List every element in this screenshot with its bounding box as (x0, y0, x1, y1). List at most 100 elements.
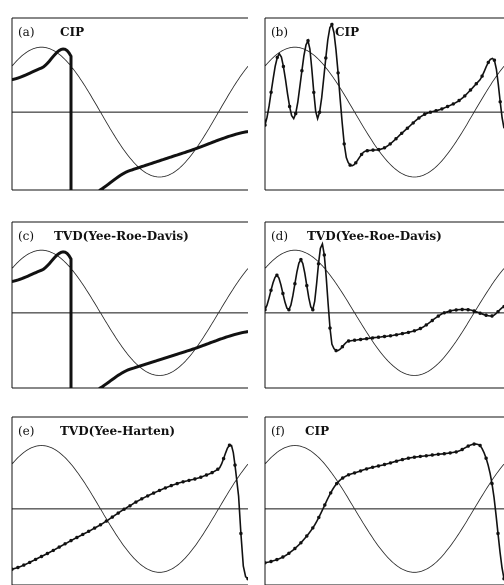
grid-point-marker (423, 112, 427, 117)
grid-point-marker (460, 307, 464, 312)
grid-point-marker (382, 334, 387, 339)
panel-d: (d) TVD(Yee-Roe-Davis) (264, 221, 504, 389)
grid-point-marker (480, 74, 484, 78)
grid-point-marker (478, 311, 482, 315)
grid-point-marker (269, 90, 273, 95)
grid-point-marker (39, 554, 44, 559)
grid-point-marker (104, 519, 109, 523)
grid-point-marker (299, 257, 303, 262)
panel-e: (e) TVD(Yee-Harten) (11, 416, 248, 585)
panel-tag: (d) (271, 229, 288, 243)
grid-point-marker (342, 142, 346, 146)
grid-point-marker (311, 526, 315, 530)
panel-tag: (b) (271, 25, 288, 39)
grid-point-marker (306, 39, 310, 43)
grid-point-marker (457, 98, 461, 103)
grid-point-marker (210, 470, 214, 475)
grid-point-marker (265, 308, 267, 312)
plot-area (265, 442, 504, 581)
grid-point-marker (57, 545, 61, 549)
grid-point-marker (269, 559, 273, 564)
grid-point-marker (22, 563, 26, 567)
grid-point-marker (352, 471, 357, 475)
grid-point-marker (281, 291, 285, 296)
grid-point-marker (412, 455, 417, 459)
grid-point-marker (418, 326, 423, 331)
exact-solution-line (12, 249, 248, 376)
exact-solution-line (12, 445, 248, 573)
grid-point-marker (448, 309, 452, 313)
exact-solution-line (12, 46, 248, 178)
grid-point-marker (340, 345, 345, 349)
grid-point-marker (496, 310, 500, 314)
grid-point-marker (370, 465, 375, 469)
grid-point-marker (16, 565, 20, 570)
grid-point-marker (364, 337, 369, 341)
grid-point-marker (322, 253, 326, 257)
grid-point-marker (376, 335, 381, 339)
grid-point-marker (388, 142, 392, 146)
grid-point-marker (370, 336, 375, 340)
grid-point-marker (336, 71, 340, 75)
grid-point-marker (92, 526, 97, 530)
grid-point-marker (187, 478, 191, 483)
grid-point-marker (305, 283, 309, 288)
grid-point-marker (281, 64, 286, 69)
numerical-solution-line (12, 47, 248, 190)
panel-c: (c) TVD(Yee-Roe-Davis) (11, 221, 248, 389)
grid-point-marker (51, 548, 55, 553)
grid-point-marker (281, 555, 285, 559)
grid-point-marker (275, 557, 279, 562)
grid-point-marker (98, 523, 103, 527)
grid-point-marker (490, 314, 494, 318)
grid-point-marker (400, 131, 404, 135)
grid-point-marker (388, 334, 393, 338)
grid-point-marker (472, 309, 476, 313)
grid-point-marker (442, 452, 446, 456)
panel-tag: (f) (271, 424, 285, 438)
panel-method: CIP (305, 424, 329, 438)
grid-point-marker (388, 461, 393, 465)
grid-point-marker (328, 326, 332, 330)
grid-point-marker (216, 467, 220, 471)
panel-method: CIP (335, 25, 359, 39)
plot-area (265, 22, 504, 178)
grid-point-marker (317, 515, 321, 520)
grid-point-marker (466, 308, 470, 312)
panel-b: (b) CIP (264, 17, 504, 191)
grid-point-marker (63, 542, 67, 546)
grid-point-marker (448, 451, 452, 455)
grid-point-marker (287, 104, 292, 109)
grid-point-marker (199, 475, 203, 479)
numerical-solution-line (12, 250, 248, 388)
grid-point-marker (348, 163, 352, 167)
exact-solution-line (265, 249, 504, 376)
grid-point-marker (358, 469, 363, 473)
panel-method: CIP (60, 25, 84, 39)
grid-point-marker (474, 82, 478, 86)
grid-point-marker (382, 146, 387, 150)
grid-point-marker (311, 308, 315, 312)
grid-point-marker (406, 456, 411, 460)
panel-tag: (e) (18, 424, 34, 438)
grid-point-marker (227, 443, 232, 447)
grid-point-marker (330, 22, 334, 27)
grid-point-marker (246, 577, 248, 581)
grid-point-marker (45, 551, 50, 556)
grid-point-marker (175, 481, 179, 486)
grid-point-marker (87, 529, 91, 533)
grid-point-marker (346, 339, 351, 343)
grid-point-marker (134, 500, 138, 504)
grid-point-marker (269, 288, 273, 292)
grid-point-marker (293, 546, 297, 551)
grid-point-marker (33, 557, 38, 562)
grid-point-marker (204, 473, 209, 477)
grid-point-marker (365, 149, 369, 153)
grid-point-marker (75, 535, 79, 540)
grid-point-marker (312, 90, 316, 95)
grid-point-marker (329, 491, 333, 495)
grid-point-marker (417, 116, 421, 120)
plot-area (12, 443, 248, 581)
grid-point-marker (294, 111, 298, 116)
